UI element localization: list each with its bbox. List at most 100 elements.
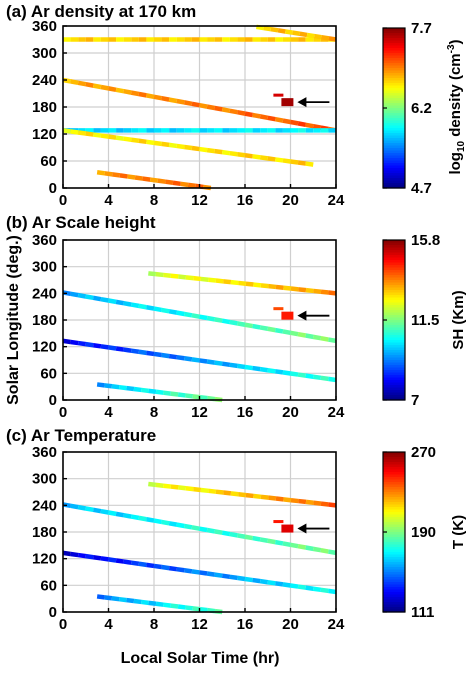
colorbar-band (383, 78, 405, 82)
colorbar-band (383, 592, 405, 596)
track-segment (320, 335, 329, 342)
cb-a-label-main: log (447, 152, 464, 175)
track-segment (284, 29, 293, 35)
track-segment (274, 539, 284, 546)
track-segment (191, 145, 200, 152)
colorbar-band (383, 497, 405, 501)
colorbar-band (383, 83, 405, 87)
colorbar-band (383, 482, 405, 486)
x-tick-label: 0 (59, 616, 67, 633)
track-segment (275, 284, 284, 290)
track-segment (274, 116, 284, 123)
track-segment (123, 136, 132, 142)
colorbar-band (383, 113, 405, 117)
track-segment (253, 282, 262, 288)
colorbar-band (383, 492, 405, 496)
colorbar-band (383, 63, 405, 67)
x-tick-label: 16 (237, 616, 254, 633)
track-segment (312, 586, 322, 593)
colorbar-band (383, 552, 405, 556)
panel-b-colorbar: 15.8 11.5 7 (382, 232, 440, 409)
track-segment (130, 560, 140, 566)
y-tick-label: 300 (32, 259, 57, 276)
colorbar-band (383, 295, 405, 299)
track-segment (153, 306, 162, 313)
track-segment (238, 492, 247, 498)
track-segment (77, 130, 87, 136)
colorbar-band (383, 577, 405, 581)
track-segment (305, 161, 314, 167)
track-segment (126, 385, 135, 392)
track-segment (104, 595, 113, 601)
track-segment (320, 547, 329, 554)
colorbar-band (383, 562, 405, 566)
colorbar-band (383, 150, 405, 154)
colorbar-band (383, 183, 405, 187)
colorbar-band (383, 327, 405, 331)
colorbar-band (383, 472, 405, 476)
colorbar-band (383, 519, 405, 523)
colorbar-band (383, 138, 405, 142)
track-segment (305, 585, 314, 591)
colorbar-band (383, 609, 405, 613)
track-segment (282, 370, 291, 376)
colorbar-band (383, 60, 405, 64)
colorbar-band (383, 589, 405, 593)
track-segment (215, 278, 224, 284)
track-segment (207, 395, 216, 402)
colorbar-band (383, 285, 405, 289)
colorbar-band (383, 185, 405, 189)
track-segment (214, 317, 223, 323)
x-tick-label: 20 (282, 404, 299, 421)
track-segment (256, 24, 264, 31)
colorbar-band (383, 512, 405, 516)
colorbar-band (383, 143, 405, 147)
colorbar-band (383, 180, 405, 184)
y-tick-label: 0 (49, 180, 57, 197)
x-axis-label: Local Solar Time (hr) (121, 650, 280, 667)
colorbar-band (383, 397, 405, 401)
track-segment (290, 330, 299, 337)
track-segment (130, 137, 140, 143)
track-segment (263, 25, 272, 32)
track-segment (312, 123, 322, 130)
colorbar-band (383, 55, 405, 59)
colorbar-band (383, 115, 405, 119)
track-segment (142, 176, 151, 182)
track-segment (320, 289, 329, 295)
track-segment (165, 179, 174, 185)
track-segment (328, 337, 337, 344)
colorbar-band (383, 579, 405, 583)
colorbar-band (383, 103, 405, 107)
track-segment (259, 537, 269, 543)
track-segment (155, 601, 164, 607)
colorbar-band (383, 469, 405, 473)
colorbar-band (383, 95, 405, 99)
track-segment (237, 109, 246, 116)
track-segment (141, 599, 149, 606)
colorbar-band (383, 168, 405, 172)
track-segment (191, 357, 200, 363)
track-segment (320, 587, 329, 594)
track-segment (275, 369, 284, 375)
track-segment (176, 354, 185, 361)
track-segment (62, 550, 71, 557)
track-segment (93, 555, 102, 561)
colorbar-band (383, 335, 405, 339)
colorbar-band (383, 70, 405, 74)
colorbar-band (383, 337, 405, 341)
track-segment (119, 173, 128, 179)
track-segment (133, 598, 142, 605)
track-segment (100, 508, 109, 515)
colorbar-tick-label: 15.8 (411, 232, 440, 249)
colorbar-band (383, 584, 405, 588)
colorbar-band (383, 507, 405, 511)
colorbar-band (383, 514, 405, 518)
y-tick-label: 180 (32, 312, 57, 329)
track-segment (183, 523, 193, 530)
track-segment (155, 271, 164, 278)
track-segment (290, 497, 299, 504)
colorbar-band (383, 80, 405, 84)
colorbar-tick-label: 111 (411, 604, 434, 621)
colorbar-band (383, 330, 405, 334)
